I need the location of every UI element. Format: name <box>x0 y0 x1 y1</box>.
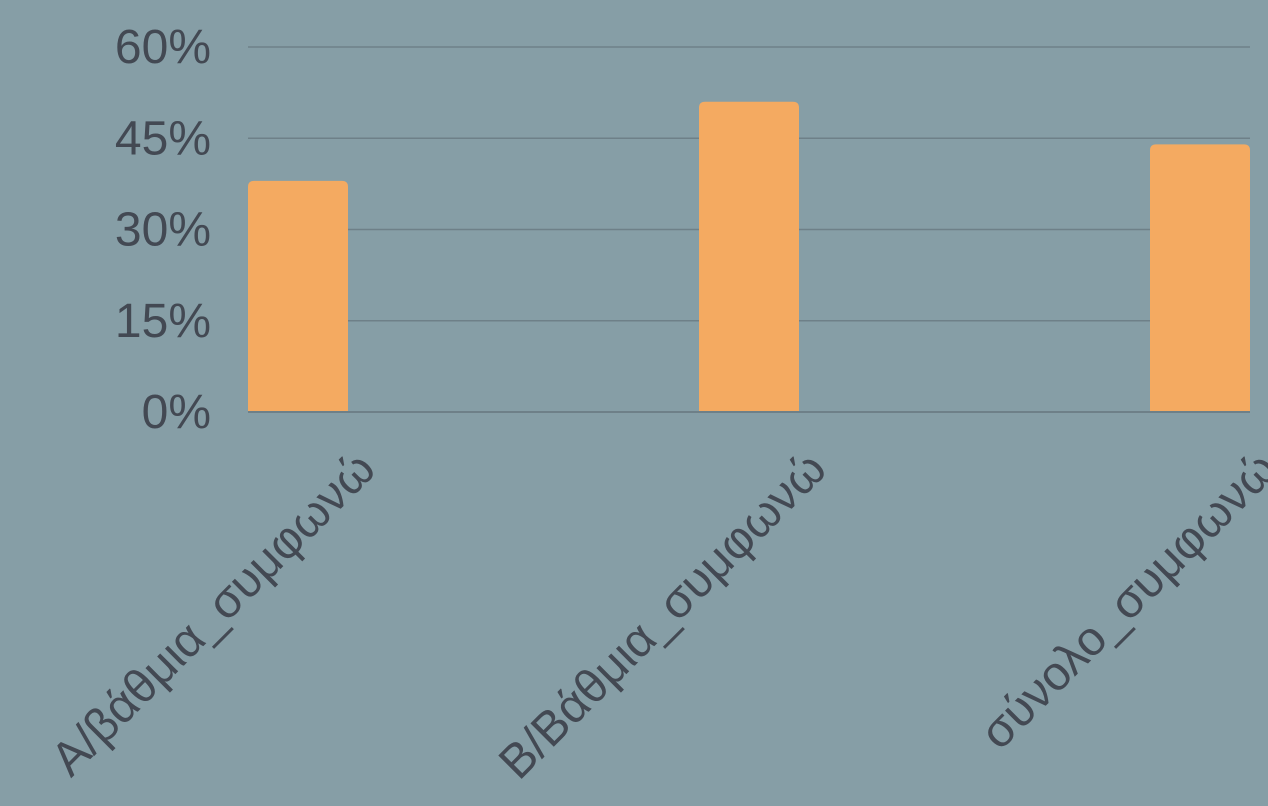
bar <box>248 180 348 412</box>
x-category-label: σύνολο_συμφωνώ <box>970 442 1268 759</box>
x-category-label: Α/βάθμια_συμφωνώ <box>41 442 385 786</box>
bar <box>699 101 799 412</box>
y-tick-label: 30% <box>115 204 211 257</box>
x-category-label: Β/Βάθμια_συμφωνώ <box>489 442 836 789</box>
y-tick-label: 45% <box>115 112 211 165</box>
y-tick-label: 15% <box>115 295 211 348</box>
bar <box>1150 144 1250 413</box>
y-tick-label: 60% <box>115 21 211 74</box>
y-tick-label: 0% <box>142 386 211 439</box>
